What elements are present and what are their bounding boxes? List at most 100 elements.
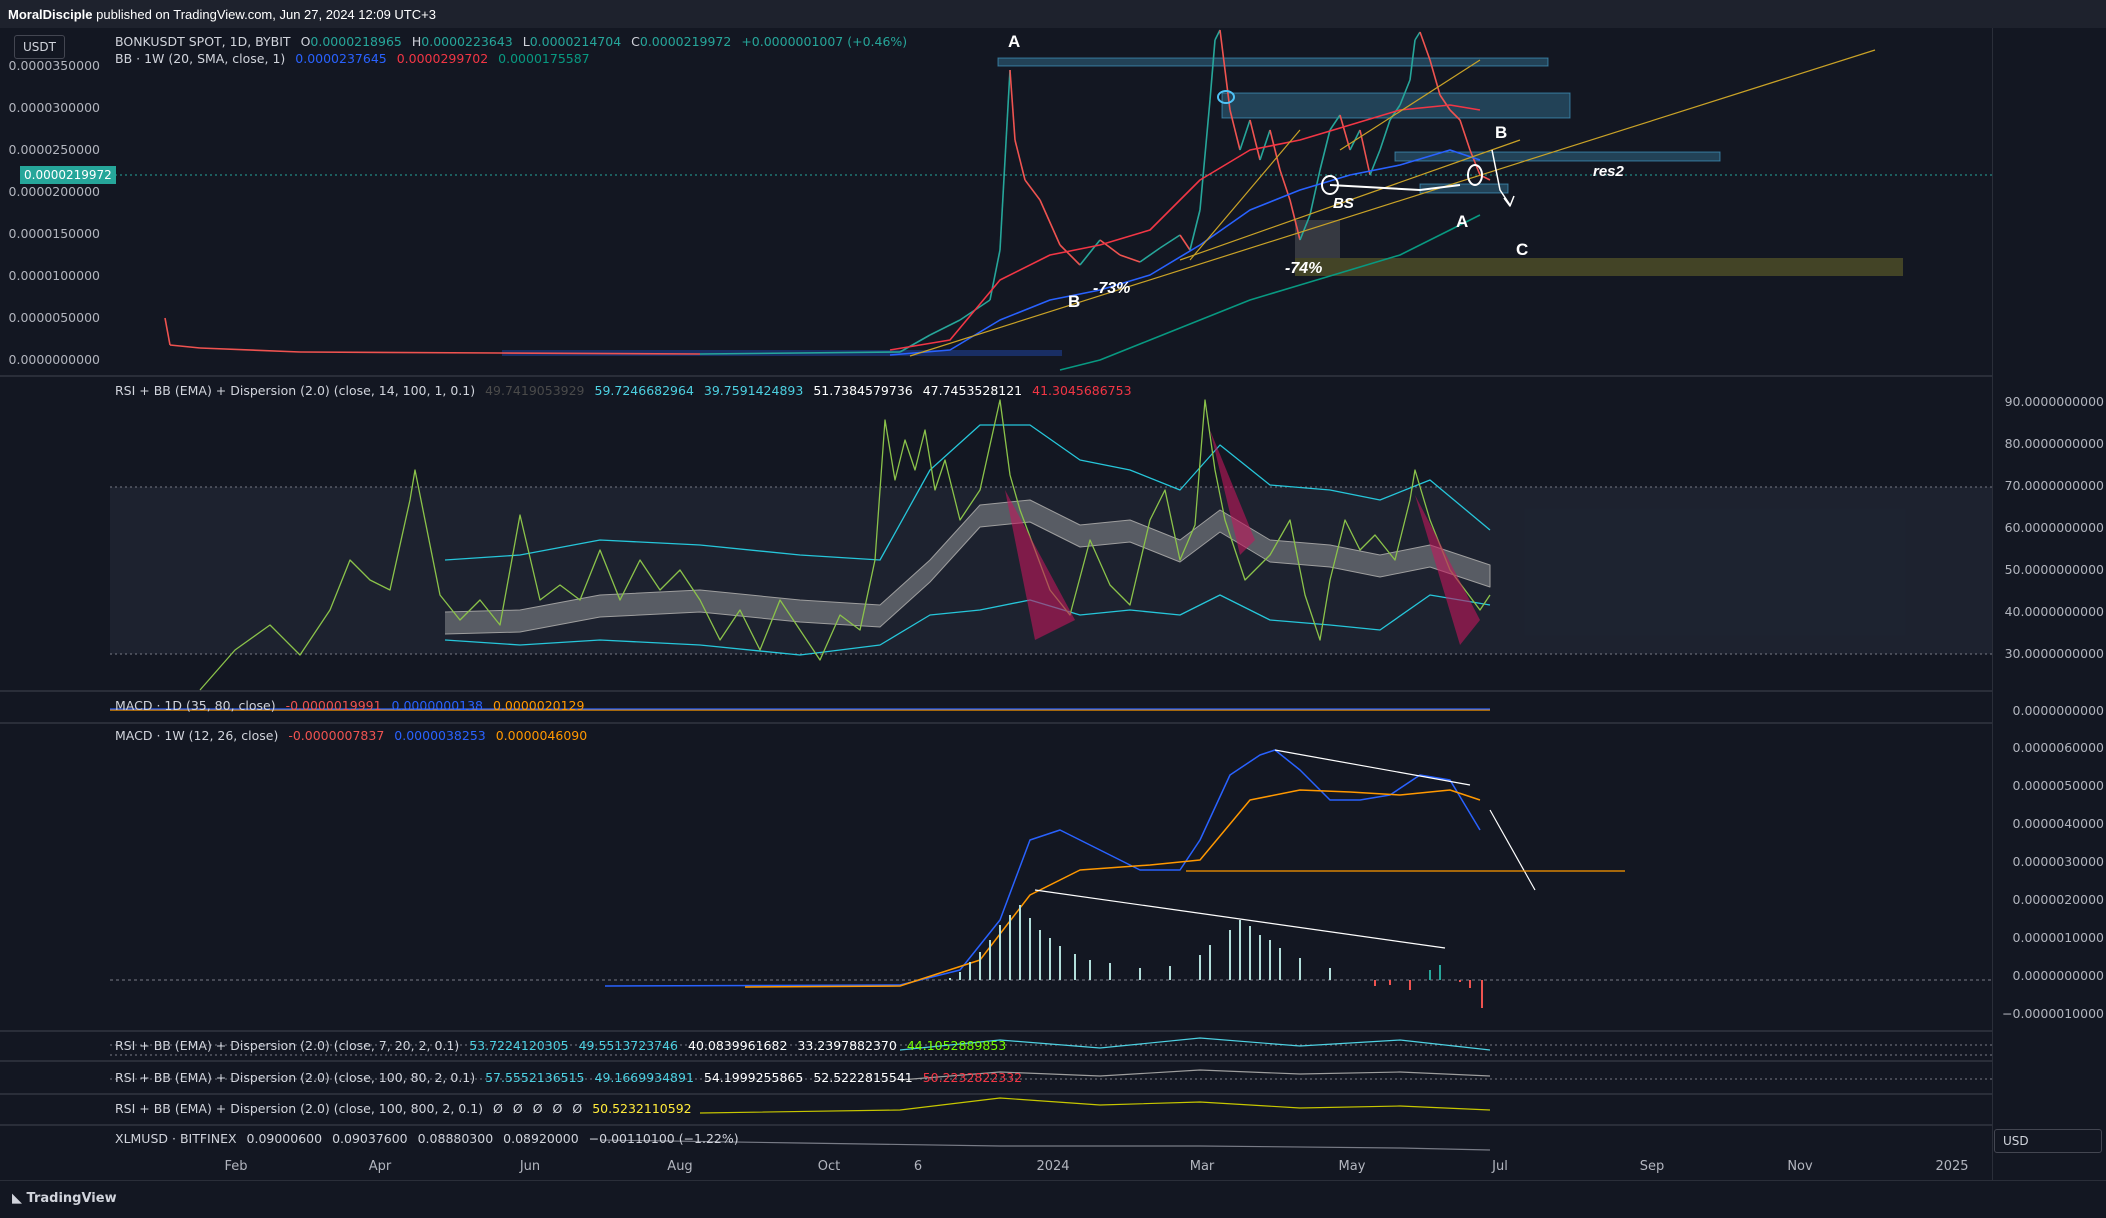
price-candle — [299, 351, 501, 354]
price-candle — [1099, 239, 1121, 256]
macd1d-legend: MACD · 1D (35, 80, close) -0.0000019991 … — [115, 698, 585, 713]
drop-74-label: -74% — [1285, 260, 1323, 277]
projection-arrow — [1491, 149, 1511, 206]
y-tick: 40.0000000000 — [2004, 604, 2104, 619]
time-tick: Sep — [1639, 1159, 1665, 1174]
tv-logo-icon: ◣ — [12, 1191, 27, 1206]
rsi2-legend: RSI + BB (EMA) + Dispersion (2.0) (close… — [115, 1038, 1007, 1053]
price-candle — [1429, 59, 1441, 96]
rsi-line — [199, 399, 1491, 691]
time-tick: May — [1338, 1159, 1366, 1174]
price-candle — [899, 334, 931, 353]
y-tick: 90.0000000000 — [2004, 394, 2104, 409]
projection-arrow — [1489, 809, 1536, 891]
pane-separator — [0, 1030, 1992, 1032]
price-candle — [1329, 114, 1341, 131]
pane-separator — [0, 375, 1992, 377]
y-tick: 0.0000030000 — [2012, 854, 2104, 869]
pane-separator — [0, 1060, 1992, 1062]
ohlc-change: +0.0000001007 (+0.46%) — [741, 34, 908, 49]
price-candle — [199, 347, 301, 353]
price-candle — [1024, 179, 1041, 201]
currency-selector[interactable]: USDT — [14, 35, 65, 59]
price-candle — [1199, 99, 1211, 211]
res2-zone — [1394, 151, 1721, 162]
price-candle — [1414, 31, 1421, 41]
wave-label-b1: B — [1068, 292, 1081, 311]
price-candle — [1409, 39, 1416, 81]
y-tick: 0.0000020000 — [2012, 892, 2104, 907]
publish-bar: MoralDisciple published on TradingView.c… — [0, 0, 2106, 28]
price-candle — [1399, 79, 1411, 106]
pane-separator — [0, 1124, 1992, 1126]
published-text: MoralDisciple published on TradingView.c… — [8, 7, 436, 22]
bb-lower-line — [1059, 214, 1481, 371]
rsi4-legend: RSI + BB (EMA) + Dispersion (2.0) (close… — [115, 1101, 692, 1116]
a-circle — [1467, 164, 1483, 186]
price-candle — [1219, 29, 1231, 111]
y-tick: 0.0000300000 — [8, 100, 100, 115]
y-tick: 0.0000150000 — [8, 226, 100, 241]
price-candle — [1439, 94, 1451, 111]
trend-line — [909, 49, 1876, 357]
ohlc-low: 0.0000214704 — [529, 34, 622, 49]
macd1w-legend: MACD · 1W (12, 26, close) -0.0000007837 … — [115, 728, 588, 743]
rsi-bb-ribbon — [444, 499, 1491, 635]
price-candle — [1159, 234, 1181, 249]
pane-separator — [0, 1093, 1992, 1095]
rsi-divergence-wedge — [1415, 495, 1480, 645]
bb-legend: BB · 1W (20, SMA, close, 1) 0.0000237645… — [115, 51, 590, 66]
bb-basis-line — [889, 149, 1481, 356]
price-candle — [1209, 39, 1216, 101]
pane-separator — [0, 722, 1992, 724]
price-axis-column[interactable] — [1992, 28, 2106, 1180]
time-tick: Jul — [1492, 1159, 1508, 1174]
rsi3-line — [899, 1069, 1491, 1081]
range-box — [1295, 220, 1340, 258]
y-tick: 60.0000000000 — [2004, 520, 2104, 535]
ohlc-high: 0.0000223643 — [421, 34, 513, 49]
trend-line — [1189, 129, 1301, 261]
y-tick: 30.0000000000 — [2004, 646, 2104, 661]
price-candle — [929, 319, 961, 336]
price-candle — [1299, 214, 1311, 241]
price-candle — [999, 69, 1011, 251]
xlm-legend: XLMUSD · BITFINEX 0.09000600 0.09037600 … — [115, 1131, 739, 1146]
trend-line — [1179, 139, 1521, 261]
price-candle — [169, 344, 201, 349]
trend-line — [1339, 59, 1481, 151]
time-tick: Apr — [368, 1159, 392, 1174]
price-candle — [1449, 109, 1461, 121]
wave-label-a2: A — [1456, 212, 1469, 231]
time-tick: Feb — [224, 1159, 248, 1174]
price-candle — [1079, 239, 1101, 266]
time-tick: Aug — [667, 1159, 693, 1174]
projection-arrowhead — [1503, 195, 1515, 207]
ohlc-open: 0.0000218965 — [310, 34, 402, 49]
time-tick: Jun — [519, 1159, 541, 1174]
resistance-zone — [997, 57, 1549, 67]
price-candle — [499, 352, 701, 355]
price-candle — [1249, 119, 1261, 161]
price-candle — [1039, 199, 1061, 246]
rsi3-legend: RSI + BB (EMA) + Dispersion (2.0) (close… — [115, 1070, 1023, 1085]
price-candle — [1259, 129, 1271, 161]
price-candle — [1239, 119, 1251, 151]
price-candle — [1009, 69, 1016, 141]
y-tick: 0.0000010000 — [2012, 930, 2104, 945]
time-tick: 2024 — [1036, 1159, 1070, 1174]
price-candle — [1359, 129, 1371, 176]
y-tick: 70.0000000000 — [2004, 478, 2104, 493]
main-legend: BONKUSDT SPOT, 1D, BYBIT O0.0000218965 H… — [115, 34, 908, 49]
c-target-zone — [1295, 258, 1903, 276]
rsi-upper-band — [444, 424, 1491, 561]
price-candle — [989, 249, 1001, 301]
footer — [0, 1180, 2106, 1218]
price-candle — [1269, 129, 1281, 171]
current-price-tag: 0.0000219972 — [20, 166, 116, 184]
symbol-title: BONKUSDT SPOT, 1D, BYBIT — [115, 34, 291, 49]
currency-selector-bottom[interactable]: USD — [1994, 1129, 2102, 1153]
bs-label: BS — [1333, 195, 1354, 212]
price-candle — [1389, 104, 1401, 121]
